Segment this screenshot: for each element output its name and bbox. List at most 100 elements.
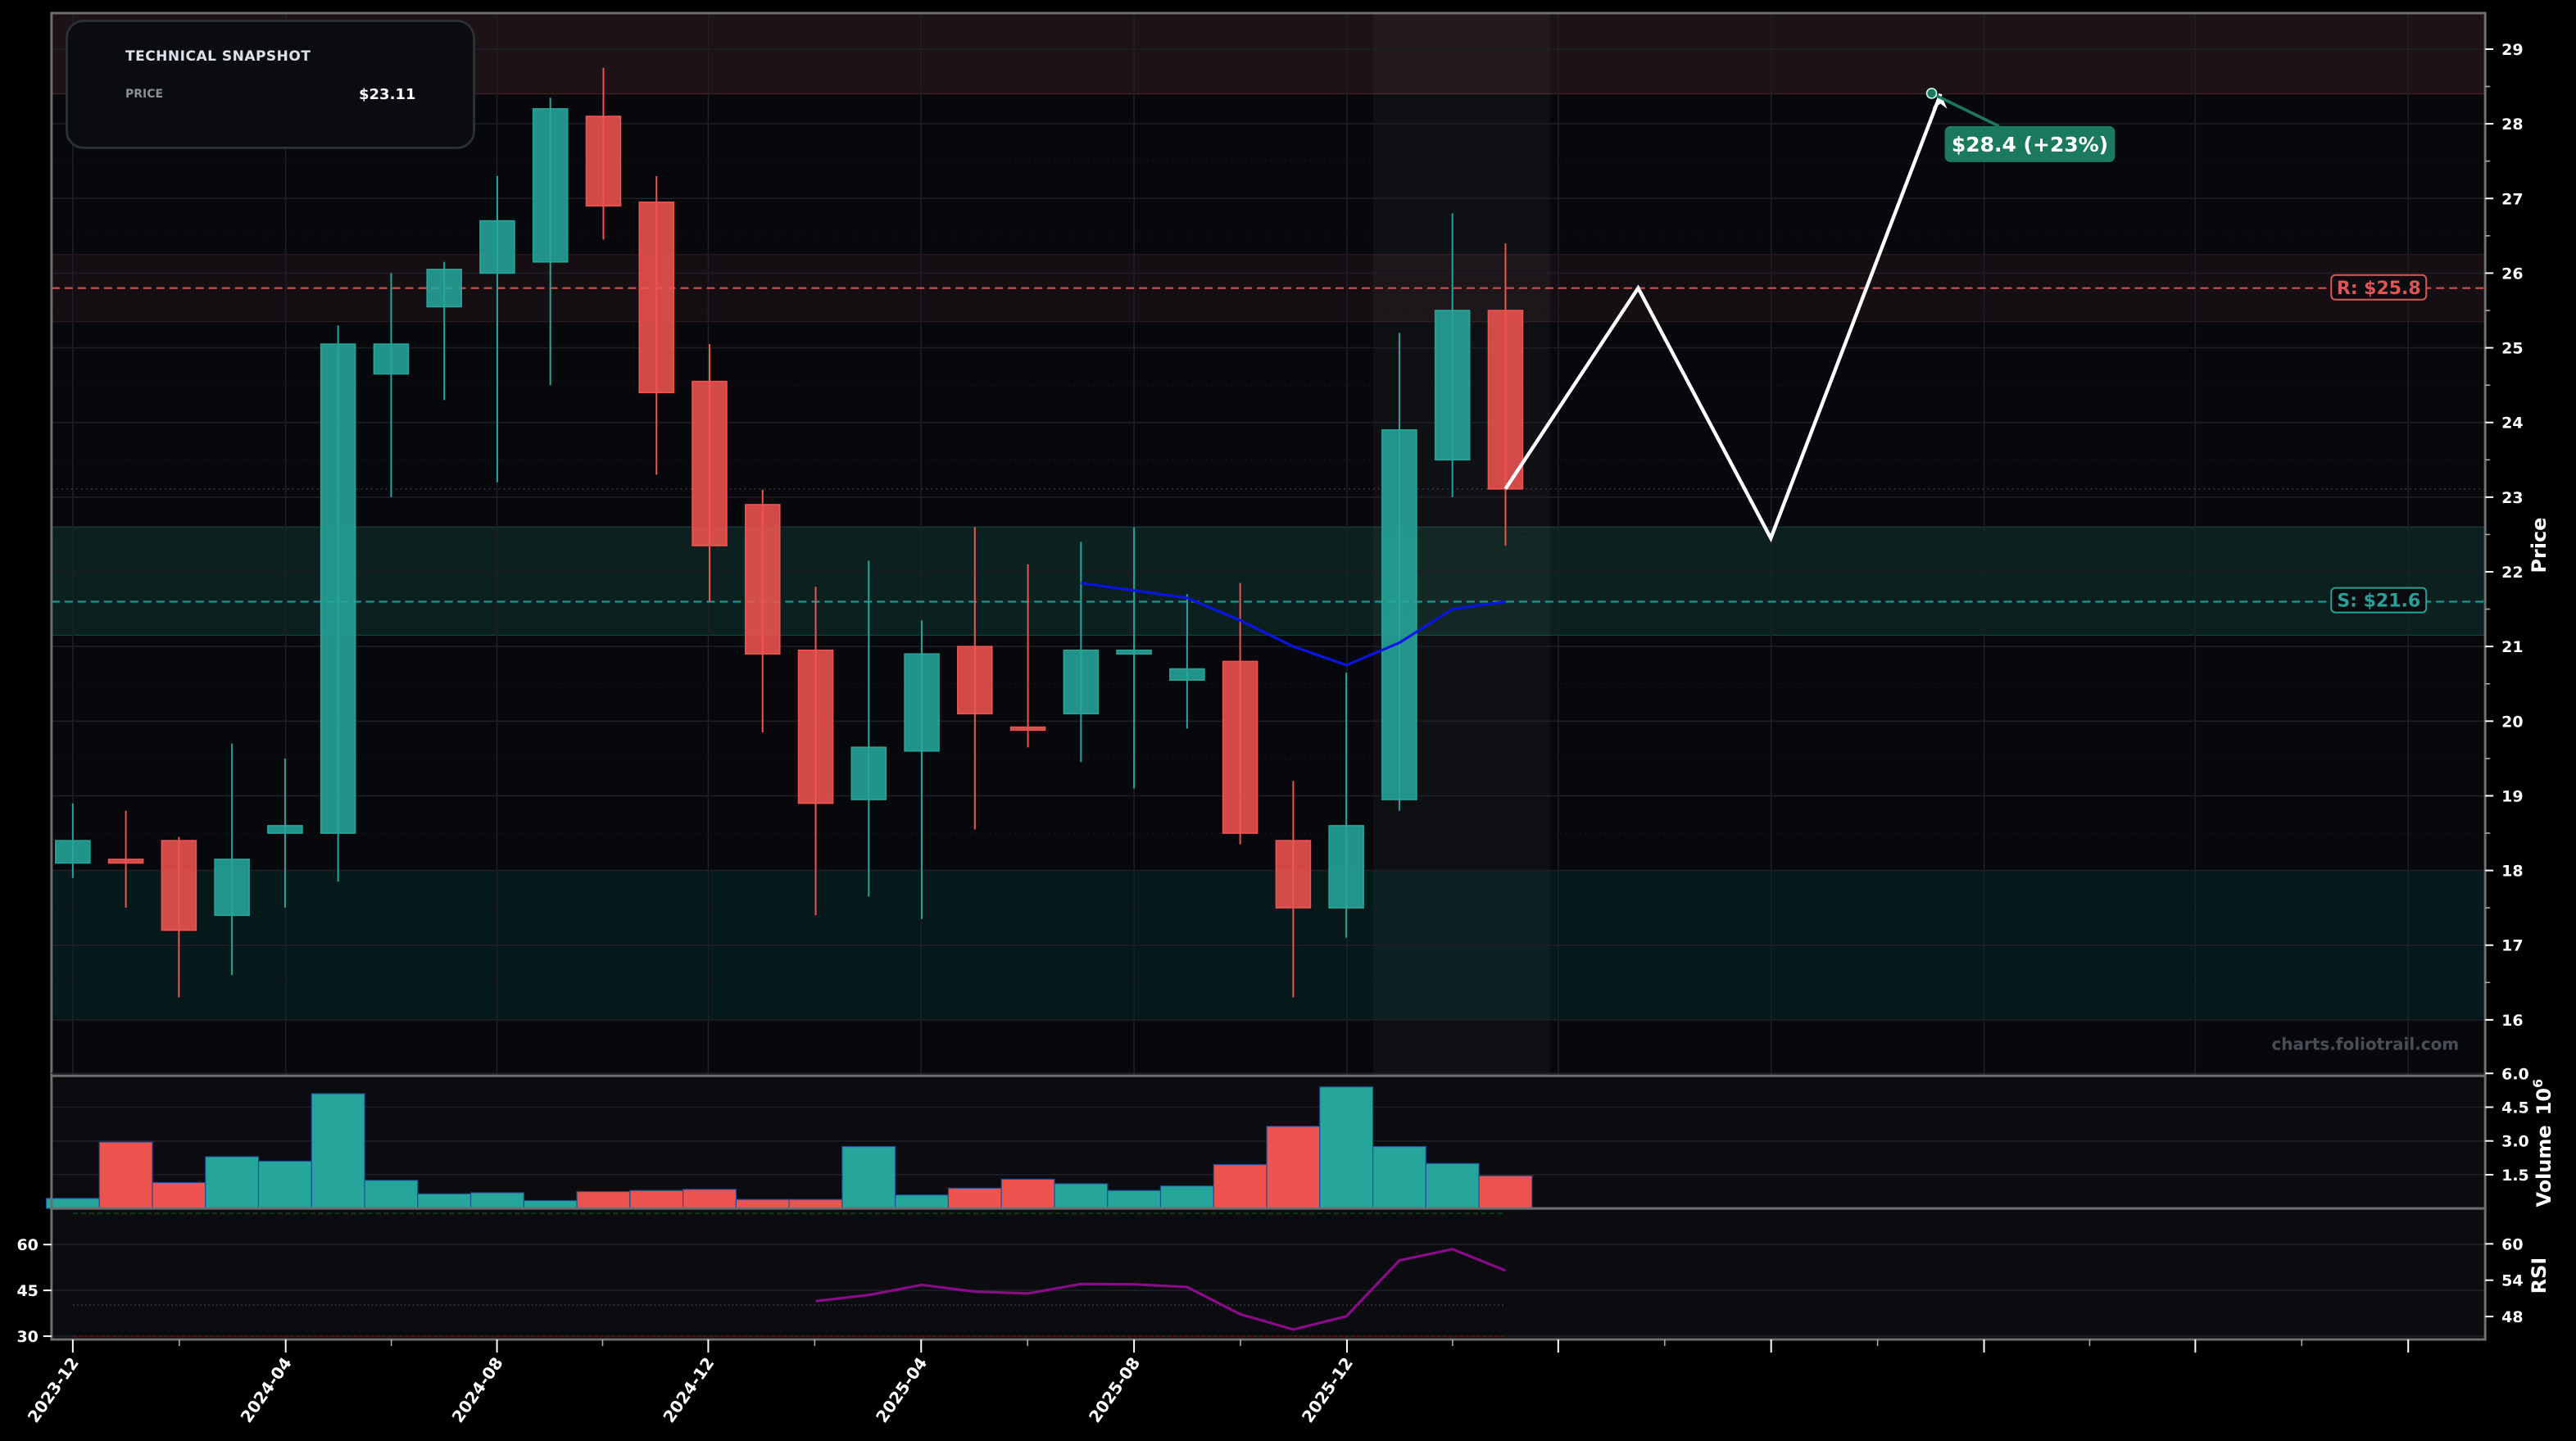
watermark: charts.foliotrail.com: [2271, 1034, 2459, 1054]
candle: [957, 527, 993, 830]
svg-text:28: 28: [2501, 116, 2523, 134]
volume-bar: [469, 1192, 524, 1209]
candle: [1275, 781, 1312, 998]
svg-text:2025-04: 2025-04: [872, 1353, 931, 1426]
volume-bar: [841, 1145, 896, 1209]
snapshot-title: TECHNICAL SNAPSHOT: [125, 48, 311, 65]
candle: [904, 620, 940, 919]
moving-average-line: [1081, 582, 1506, 667]
svg-text:1.5: 1.5: [2501, 1167, 2529, 1185]
svg-text:3.0: 3.0: [2501, 1133, 2529, 1151]
svg-text:2023-12: 2023-12: [24, 1353, 83, 1426]
resistance-label: R: $25.8: [2330, 274, 2428, 301]
volume-axis-label: Volume106: [2530, 1079, 2556, 1208]
svg-text:4.5: 4.5: [2501, 1099, 2529, 1117]
candle: [479, 175, 515, 483]
candle: [373, 273, 410, 497]
svg-text:27: 27: [2501, 190, 2523, 208]
candle: [1169, 594, 1205, 729]
volume-bar: [417, 1193, 472, 1209]
volume-bar: [576, 1190, 631, 1209]
candle: [532, 97, 569, 386]
target-label: $28.4 (+23%): [1952, 133, 2108, 156]
candle: [1487, 242, 1524, 546]
volume-bar: [311, 1093, 365, 1209]
technical-snapshot-panel: TECHNICAL SNAPSHOT PRICE $23.11: [66, 20, 475, 149]
volume-bar: [98, 1141, 153, 1209]
candle: [744, 489, 781, 732]
svg-text:29: 29: [2501, 41, 2523, 59]
candle: [692, 344, 728, 602]
volume-bar: [1319, 1086, 1374, 1209]
price-panel: 16 17 18 19 20 21 22 23 24 25 26 27 28 29: [50, 11, 2524, 1340]
svg-text:2024-04: 2024-04: [237, 1353, 296, 1426]
svg-text:2024-12: 2024-12: [659, 1353, 718, 1426]
svg-text:17: 17: [2501, 937, 2523, 955]
volume-bar: [683, 1189, 737, 1209]
candle: [267, 758, 303, 909]
candle: [161, 836, 197, 998]
rsi-panel: 30 45 60 48 54 60: [16, 1207, 2524, 1346]
svg-text:25: 25: [2501, 340, 2523, 358]
candle: [1222, 582, 1259, 845]
candle: [1434, 213, 1471, 497]
volume-bar: [1054, 1183, 1109, 1209]
snapshot-price-value: $23.11: [359, 86, 416, 103]
svg-text:45: 45: [16, 1282, 38, 1300]
svg-text:26: 26: [2501, 265, 2523, 283]
volume-bar: [947, 1187, 1002, 1209]
candle: [1381, 333, 1417, 811]
volume-bar: [45, 1198, 100, 1209]
svg-text:30: 30: [16, 1328, 38, 1346]
svg-text:24: 24: [2501, 415, 2523, 433]
candle: [214, 743, 250, 976]
volume-bar: [1213, 1163, 1268, 1209]
volume-bar: [1478, 1175, 1533, 1209]
volume-bar: [364, 1180, 419, 1209]
svg-text:22: 22: [2501, 564, 2523, 582]
svg-text:60: 60: [16, 1236, 38, 1254]
candle: [638, 175, 675, 475]
snapshot-price-label: PRICE: [125, 88, 164, 101]
target-annotation: $28.4 (+23%): [1925, 88, 2116, 162]
candle: [1328, 673, 1364, 938]
candle: [320, 325, 356, 882]
svg-text:18: 18: [2501, 863, 2523, 881]
svg-text:6.0: 6.0: [2501, 1065, 2529, 1083]
candle: [426, 261, 462, 401]
candle: [1116, 527, 1152, 789]
svg-text:2025-12: 2025-12: [1298, 1353, 1357, 1426]
candle: [1063, 542, 1100, 763]
projection-path: [1503, 93, 1943, 543]
candle: [585, 67, 622, 240]
svg-text:21: 21: [2501, 638, 2523, 656]
volume-bar: [205, 1156, 260, 1209]
svg-text:2024-08: 2024-08: [447, 1353, 506, 1426]
volume-bar: [1372, 1145, 1426, 1209]
volume-bar: [1159, 1185, 1214, 1209]
svg-text:S: $21.6: S: $21.6: [2337, 591, 2420, 612]
volume-bar: [152, 1181, 206, 1209]
arrowhead-icon: [1932, 93, 1948, 109]
svg-text:20: 20: [2501, 713, 2523, 731]
candle: [55, 803, 91, 878]
volume-bar: [1107, 1190, 1162, 1209]
x-axis: 2023-12 2024-04 2024-08 2024-12 2025-04 2025-…: [24, 1339, 2410, 1426]
svg-text:54: 54: [2501, 1272, 2523, 1290]
volume-bar: [735, 1199, 790, 1209]
svg-text:23: 23: [2501, 489, 2523, 507]
support-label: S: $21.6: [2330, 587, 2428, 614]
price-axis-label: Price: [2528, 518, 2551, 573]
volume-bar: [895, 1194, 950, 1209]
volume-panel: 1.5 3.0 4.5 6.0: [45, 1065, 2529, 1210]
candle: [850, 560, 887, 897]
rsi-line: [815, 1248, 1507, 1331]
svg-text:R: $25.8: R: $25.8: [2337, 279, 2421, 299]
volume-bar: [788, 1199, 843, 1209]
svg-text:48: 48: [2501, 1308, 2523, 1326]
volume-bar: [1425, 1162, 1480, 1209]
candle: [797, 587, 834, 916]
volume-bar: [1266, 1126, 1321, 1209]
volume-bar: [257, 1160, 312, 1209]
